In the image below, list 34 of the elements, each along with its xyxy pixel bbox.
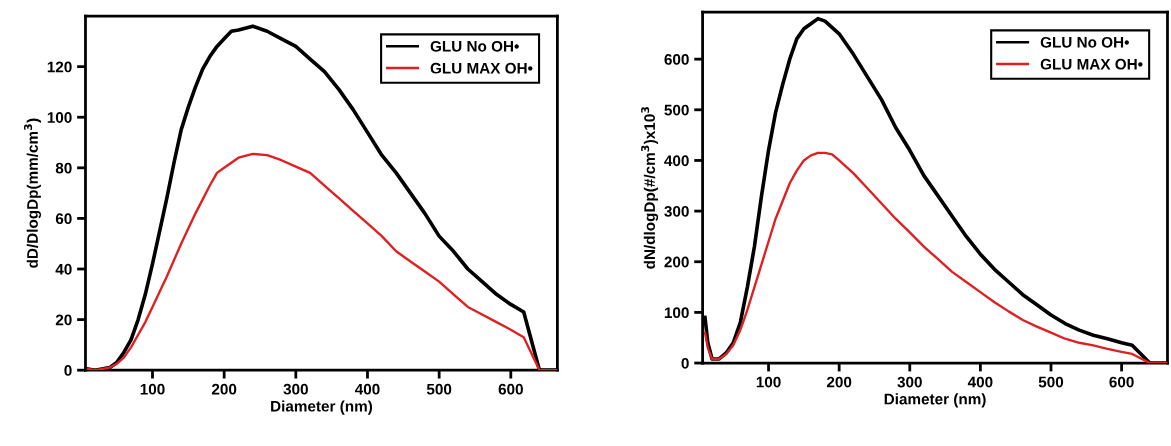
y-tick-label: 20: [55, 314, 72, 326]
legend-label: GLU No OH•: [430, 40, 519, 52]
legend-label: GLU MAX OH•: [1040, 58, 1143, 70]
y-tick-label: 200: [664, 256, 689, 268]
y-tick-label: 40: [55, 263, 72, 275]
x-tick-label: 600: [498, 383, 523, 395]
y-tick-label: 0: [64, 365, 72, 376]
y-tick-label: 600: [664, 54, 689, 65]
y-tick-label: 400: [664, 155, 689, 167]
x-axis-title: Diameter (nm): [271, 400, 373, 415]
x-tick-label: 500: [1038, 376, 1064, 388]
y-axis-title: dD/DlogDp(mm/cm$^{3}$): [23, 118, 41, 268]
x-tick-label: 600: [1109, 376, 1134, 388]
x-tick-label: 400: [354, 383, 380, 395]
x-tick-label: 400: [967, 376, 993, 388]
x-tick-label: 200: [211, 383, 237, 395]
y-tick-label: 500: [664, 104, 689, 116]
x-tick-label: 100: [140, 383, 165, 395]
x-tick-label: 300: [283, 383, 308, 395]
legend-label: GLU MAX OH•: [430, 62, 533, 74]
y-tick-label: 300: [664, 205, 689, 217]
y-axis-title: dN/dlogDp(#/cm$^{3}$)x10$^{3}$: [641, 106, 659, 269]
x-tick-label: 300: [897, 376, 922, 388]
y-tick-label: 100: [664, 307, 689, 319]
y-tick-label: 60: [55, 213, 72, 225]
x-axis-title: Diameter (nm): [884, 393, 986, 408]
y-tick-label: 80: [55, 162, 72, 174]
legend-label: GLU No OH•: [1040, 36, 1129, 48]
x-tick-label: 100: [756, 376, 781, 388]
x-tick-label: 200: [826, 376, 852, 388]
y-tick-label: 0: [681, 357, 689, 369]
y-tick-label: 120: [47, 61, 72, 73]
x-tick-label: 500: [426, 383, 452, 395]
y-tick-label: 100: [47, 112, 72, 123]
